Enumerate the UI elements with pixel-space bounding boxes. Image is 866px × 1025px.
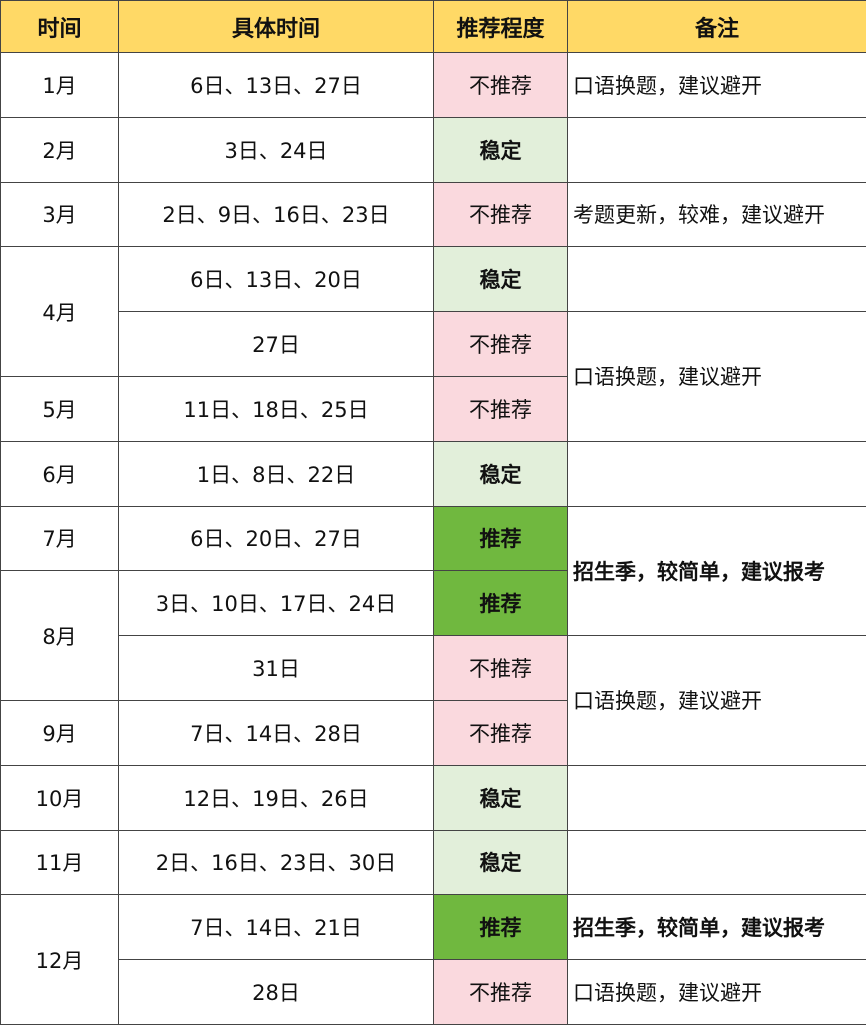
month-cell: 1月 bbox=[1, 53, 119, 118]
note-cell: 口语换题，建议避开 bbox=[568, 636, 866, 766]
level-cell: 不推荐 bbox=[434, 53, 568, 118]
month-cell: 8月 bbox=[1, 571, 119, 701]
dates-cell: 2日、16日、23日、30日 bbox=[119, 830, 434, 895]
dates-cell: 6日、13日、20日 bbox=[119, 247, 434, 312]
note-cell bbox=[568, 247, 866, 312]
note-cell: 口语换题，建议避开 bbox=[568, 960, 866, 1025]
level-cell: 推荐 bbox=[434, 506, 568, 571]
month-cell: 11月 bbox=[1, 830, 119, 895]
header-level: 推荐程度 bbox=[434, 1, 568, 53]
month-cell: 5月 bbox=[1, 376, 119, 441]
month-cell: 9月 bbox=[1, 700, 119, 765]
note-cell: 考题更新，较难，建议避开 bbox=[568, 182, 866, 247]
level-cell: 不推荐 bbox=[434, 182, 568, 247]
level-cell: 稳定 bbox=[434, 117, 568, 182]
dates-cell: 7日、14日、28日 bbox=[119, 700, 434, 765]
level-cell: 不推荐 bbox=[434, 700, 568, 765]
note-cell: 口语换题，建议避开 bbox=[568, 53, 866, 118]
header-row: 时间 具体时间 推荐程度 备注 bbox=[1, 1, 866, 53]
note-cell bbox=[568, 830, 866, 895]
level-cell: 稳定 bbox=[434, 441, 568, 506]
table-row: 31日不推荐口语换题，建议避开 bbox=[1, 636, 866, 701]
dates-cell: 27日 bbox=[119, 312, 434, 377]
level-cell: 不推荐 bbox=[434, 636, 568, 701]
note-cell: 口语换题，建议避开 bbox=[568, 312, 866, 442]
dates-cell: 11日、18日、25日 bbox=[119, 376, 434, 441]
table-row: 27日不推荐口语换题，建议避开 bbox=[1, 312, 866, 377]
dates-cell: 7日、14日、21日 bbox=[119, 895, 434, 960]
header-month: 时间 bbox=[1, 1, 119, 53]
dates-cell: 2日、9日、16日、23日 bbox=[119, 182, 434, 247]
level-cell: 推荐 bbox=[434, 895, 568, 960]
header-note: 备注 bbox=[568, 1, 866, 53]
level-cell: 稳定 bbox=[434, 765, 568, 830]
level-cell: 稳定 bbox=[434, 830, 568, 895]
dates-cell: 12日、19日、26日 bbox=[119, 765, 434, 830]
header-dates: 具体时间 bbox=[119, 1, 434, 53]
table-row: 28日不推荐口语换题，建议避开 bbox=[1, 960, 866, 1025]
note-cell bbox=[568, 765, 866, 830]
dates-cell: 28日 bbox=[119, 960, 434, 1025]
note-cell bbox=[568, 117, 866, 182]
month-cell: 2月 bbox=[1, 117, 119, 182]
level-cell: 不推荐 bbox=[434, 376, 568, 441]
month-cell: 10月 bbox=[1, 765, 119, 830]
dates-cell: 31日 bbox=[119, 636, 434, 701]
level-cell: 不推荐 bbox=[434, 960, 568, 1025]
note-cell bbox=[568, 441, 866, 506]
dates-cell: 6日、13日、27日 bbox=[119, 53, 434, 118]
dates-cell: 6日、20日、27日 bbox=[119, 506, 434, 571]
level-cell: 稳定 bbox=[434, 247, 568, 312]
month-cell: 3月 bbox=[1, 182, 119, 247]
month-cell: 6月 bbox=[1, 441, 119, 506]
level-cell: 不推荐 bbox=[434, 312, 568, 377]
level-cell: 推荐 bbox=[434, 571, 568, 636]
note-cell: 招生季，较简单，建议报考 bbox=[568, 895, 866, 960]
month-cell: 4月 bbox=[1, 247, 119, 377]
dates-cell: 3日、24日 bbox=[119, 117, 434, 182]
month-cell: 12月 bbox=[1, 895, 119, 1025]
dates-cell: 1日、8日、22日 bbox=[119, 441, 434, 506]
dates-cell: 3日、10日、17日、24日 bbox=[119, 571, 434, 636]
note-cell: 招生季，较简单，建议报考 bbox=[568, 506, 866, 636]
month-cell: 7月 bbox=[1, 506, 119, 571]
